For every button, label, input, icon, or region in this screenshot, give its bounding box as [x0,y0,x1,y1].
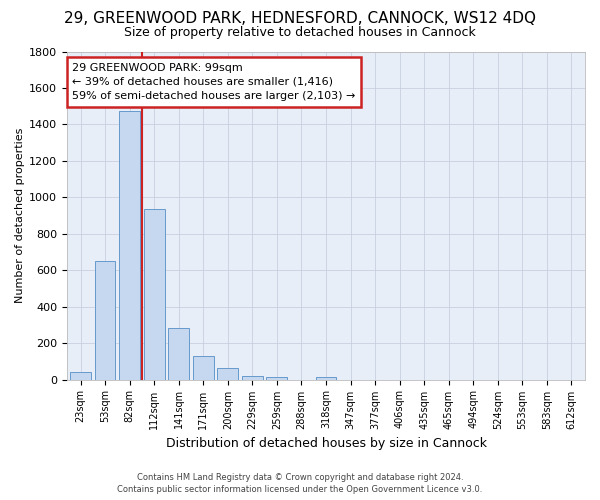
Bar [95,262,115,380]
Bar [266,377,287,380]
Text: 29 GREENWOOD PARK: 99sqm
← 39% of detached houses are smaller (1,416)
59% of sem: 29 GREENWOOD PARK: 99sqm ← 39% of detach… [72,63,356,101]
Text: 29, GREENWOOD PARK, HEDNESFORD, CANNOCK, WS12 4DQ: 29, GREENWOOD PARK, HEDNESFORD, CANNOCK,… [64,11,536,26]
Bar [316,377,337,380]
Bar [217,368,238,380]
Bar [119,111,140,380]
Y-axis label: Number of detached properties: Number of detached properties [15,128,25,303]
Bar [242,376,263,380]
Text: Size of property relative to detached houses in Cannock: Size of property relative to detached ho… [124,26,476,39]
Bar [193,356,214,380]
X-axis label: Distribution of detached houses by size in Cannock: Distribution of detached houses by size … [166,437,487,450]
Text: Contains HM Land Registry data © Crown copyright and database right 2024.
Contai: Contains HM Land Registry data © Crown c… [118,472,482,494]
Bar [144,208,164,380]
Bar [168,328,189,380]
Bar [70,372,91,380]
